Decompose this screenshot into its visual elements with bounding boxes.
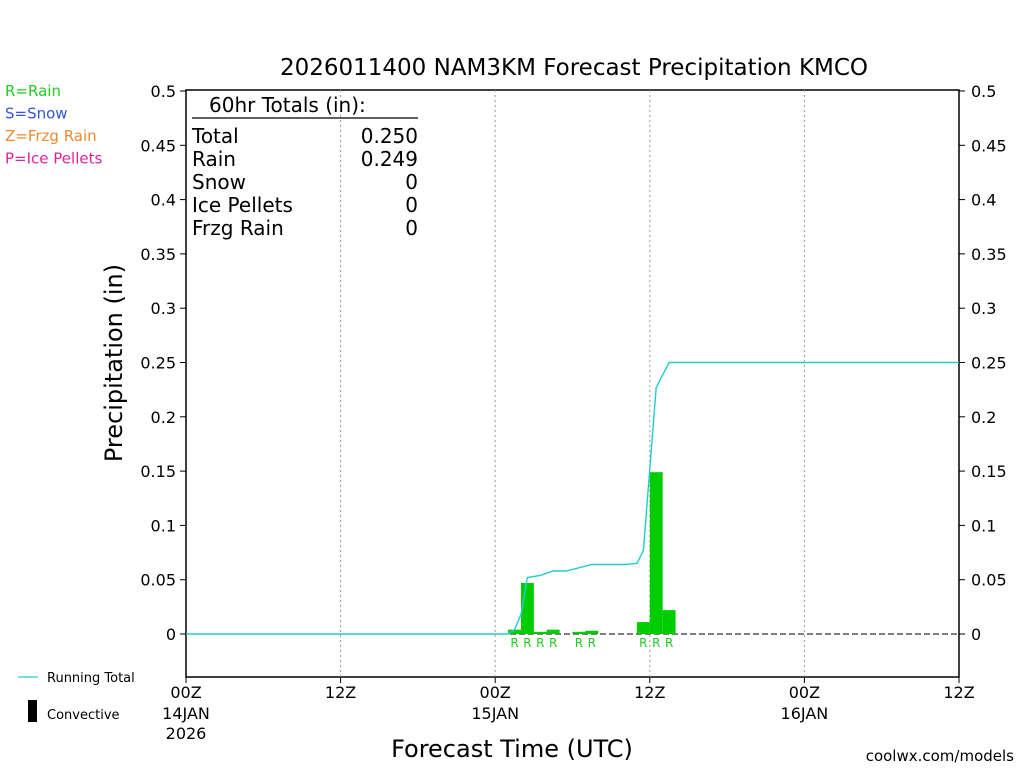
y-tick-label-left-0: 0	[166, 625, 176, 644]
y-tick-label-left-10: 0.5	[151, 82, 176, 101]
running-total-line	[186, 361, 959, 635]
y-tick-label-left-2: 0.1	[151, 516, 176, 535]
bar-4	[572, 631, 586, 634]
x-tick-label-0: 00Z	[170, 683, 201, 702]
y-tick-label-right-4: 0.2	[971, 408, 996, 427]
type-legend-item-3: P=Ice Pellets	[5, 150, 102, 168]
y-axis-label: Precipitation (in)	[100, 264, 128, 462]
x-tick-date-0: 14JAN	[162, 704, 210, 723]
totals-row-label-2: Snow	[192, 170, 246, 194]
y-tick-label-right-3: 0.15	[971, 462, 1007, 481]
bar-type-label-3: R	[549, 636, 557, 650]
totals-rows: Total 0.250 Rain 0.249 Snow 0 Ice Pellets 0 Frzg…	[191, 124, 418, 240]
bar-6	[636, 622, 650, 634]
y-tick-label-left-9: 0.45	[140, 136, 176, 155]
bar-type-label-0: R	[510, 636, 518, 650]
x-tick-date-2: 15JAN	[471, 704, 519, 723]
totals-row-label-1: Rain	[192, 147, 236, 171]
type-legend-item-1: S=Snow	[5, 105, 68, 123]
x-tick-date-4: 16JAN	[781, 704, 829, 723]
y-tick-label-right-8: 0.4	[971, 191, 996, 210]
bar-5	[585, 630, 599, 634]
y-tick-label-left-1: 0.05	[140, 571, 176, 590]
totals-row-value-3: 0	[405, 193, 418, 217]
bar-type-label-7: R	[652, 636, 660, 650]
totals-row-value-0: 0.250	[361, 124, 418, 148]
convective-legend-label: Convective	[47, 708, 120, 723]
totals-row-value-1: 0.249	[361, 147, 418, 171]
type-legend: R=Rain S=Snow Z=Frzg Rain P=Ice Pellets	[5, 82, 102, 168]
bar-3	[546, 629, 560, 634]
bar-2	[533, 631, 547, 634]
convective-legend-swatch	[28, 700, 37, 722]
bar-1	[520, 582, 534, 634]
bars	[508, 472, 676, 634]
bar-8	[662, 610, 676, 634]
type-legend-item-0: R=Rain	[5, 82, 61, 100]
x-tick-label-1: 12Z	[325, 683, 356, 702]
y-tick-label-left-6: 0.3	[151, 299, 176, 318]
bar-type-label-1: R	[523, 636, 531, 650]
y-tick-label-right-1: 0.05	[971, 571, 1007, 590]
series-legend: Running Total Convective	[18, 671, 135, 723]
y-tick-label-left-8: 0.4	[151, 191, 176, 210]
totals-header: 60hr Totals (in):	[209, 93, 366, 117]
x-tick-year-0: 2026	[166, 724, 207, 743]
chart-title: 2026011400 NAM3KM Forecast Precipitation…	[280, 55, 868, 81]
y-axis-right: 0 0.05 0.1 0.15 0.2 0.25 0.3 0.35 0.4 0.45 0.5	[959, 82, 1007, 644]
y-tick-label-right-6: 0.3	[971, 299, 996, 318]
totals-row-label-4: Frzg Rain	[192, 216, 284, 240]
x-tick-label-2: 00Z	[480, 683, 511, 702]
y-tick-label-left-3: 0.15	[140, 462, 176, 481]
y-tick-label-right-7: 0.35	[971, 245, 1007, 264]
totals-row-value-2: 0	[405, 170, 418, 194]
credit-text: coolwx.com/models	[866, 747, 1014, 765]
bar-type-label-4: R	[575, 636, 583, 650]
x-axis-label: Forecast Time (UTC)	[391, 735, 633, 763]
y-tick-label-right-10: 0.5	[971, 82, 996, 101]
x-tick-label-3: 12Z	[634, 683, 665, 702]
y-tick-label-right-2: 0.1	[971, 516, 996, 535]
y-tick-label-left-4: 0.2	[151, 408, 176, 427]
x-tick-label-4: 00Z	[789, 683, 820, 702]
totals-row-value-4: 0	[405, 216, 418, 240]
bar-0	[508, 629, 521, 634]
y-tick-label-left-5: 0.25	[140, 354, 176, 373]
totals-row-label-3: Ice Pellets	[192, 193, 293, 217]
running-total-line-group	[186, 361, 959, 635]
bar-7	[649, 472, 663, 634]
totals-row-label-0: Total	[191, 124, 239, 148]
x-tick-label-5: 12Z	[943, 683, 974, 702]
y-tick-label-right-5: 0.25	[971, 354, 1007, 373]
bar-type-label-8: R	[665, 636, 673, 650]
type-legend-item-2: Z=Frzg Rain	[5, 127, 97, 145]
y-tick-label-right-0: 0	[971, 625, 981, 644]
y-tick-label-left-7: 0.35	[140, 245, 176, 264]
bar-type-label-2: R	[536, 636, 544, 650]
plot-frame	[185, 89, 960, 678]
y-axis-left: 0 0.05 0.1 0.15 0.2 0.25 0.3 0.35 0.4 0.45 0.5	[140, 82, 186, 644]
totals-box: 60hr Totals (in): Total 0.250 Rain 0.249 Sno…	[191, 93, 418, 240]
bar-type-label-5: R	[588, 636, 596, 650]
bar-type-label-6: R	[639, 636, 647, 650]
running-total-legend-label: Running Total	[47, 671, 135, 686]
y-tick-label-right-9: 0.45	[971, 136, 1007, 155]
